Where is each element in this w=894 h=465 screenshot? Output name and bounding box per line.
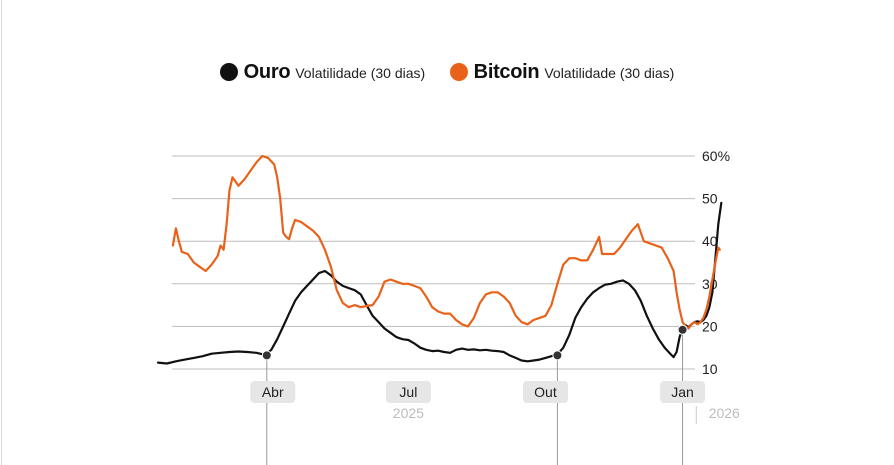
x-tick-label-abr: Abr — [262, 384, 284, 400]
x-tick-label-jul: Jul — [399, 384, 417, 400]
legend-item-bitcoin: Bitcoin Volatilidade (30 dias) — [449, 60, 675, 84]
x-tick-pill-abr — [250, 381, 296, 403]
x-axis-ticks: Abr Jul Out Jan 2025 2026 — [250, 381, 740, 424]
legend-sub-bitcoin: Volatilidade (30 dias) — [544, 65, 675, 81]
legend: Ouro Volatilidade (30 dias) Bitcoin Vola… — [0, 60, 894, 84]
series-lines — [156, 154, 723, 365]
y-tick-label-20: 20 — [702, 318, 718, 334]
series-line-bitcoin — [171, 154, 721, 330]
x-tick-label-out: Out — [534, 384, 557, 400]
legend-dot-ouro — [219, 63, 238, 81]
y-tick-label-50: 50 — [702, 191, 718, 207]
event-marker-2 — [677, 324, 688, 335]
y-tick-label-10: 10 — [702, 361, 718, 377]
y-tick-label-40: 40 — [702, 233, 718, 249]
event-markers — [261, 324, 688, 361]
event-marker-0 — [261, 350, 272, 361]
year-label-2026: 2026 — [709, 405, 740, 421]
year-label-2025: 2025 — [393, 405, 424, 421]
legend-name-bitcoin: Bitcoin — [473, 61, 540, 83]
series-line-ouro — [156, 201, 723, 365]
legend-sub-ouro: Volatilidade (30 dias) — [295, 65, 426, 81]
y-tick-label-60: 60% — [702, 148, 730, 164]
legend-name-ouro: Ouro — [243, 61, 291, 83]
grid — [172, 155, 695, 370]
x-tick-pill-jan — [660, 381, 706, 403]
legend-dot-bitcoin — [449, 63, 468, 81]
event-marker-1 — [552, 350, 563, 361]
x-tick-pill-out — [522, 381, 568, 403]
x-tick-label-jan: Jan — [671, 384, 694, 400]
frame-border — [1, 0, 2, 465]
x-tick-pill-jul — [385, 381, 431, 403]
legend-item-ouro: Ouro Volatilidade (30 dias) — [219, 60, 426, 84]
